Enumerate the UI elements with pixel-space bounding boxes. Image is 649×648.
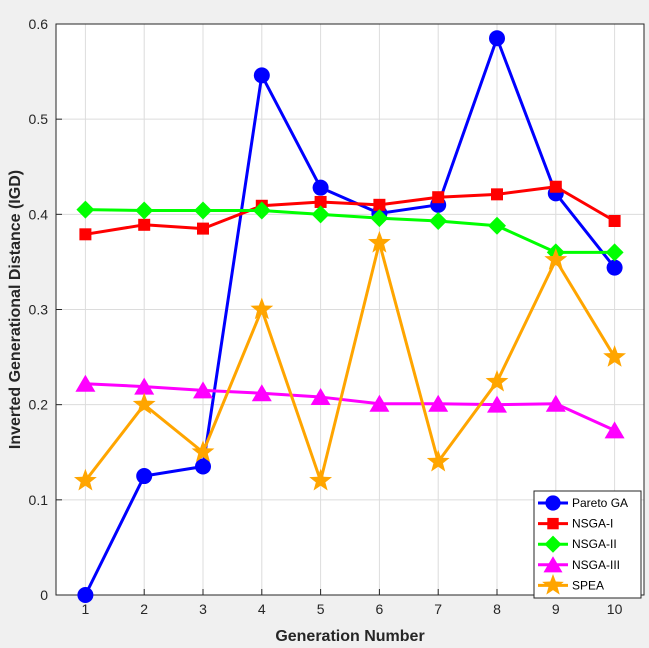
data-point-spea [426,449,450,472]
data-point-spea [485,369,509,392]
data-point-nsga-iii [545,394,566,412]
series-nsga-ii [76,200,624,262]
x-tick-label: 2 [140,601,148,617]
data-point-nsga-i [197,222,209,235]
data-point-spea [544,248,568,270]
y-tick-label: 0.4 [29,206,49,222]
series-line-nsga-i [85,185,616,236]
legend-marker-nsga-i [547,517,559,530]
data-point-nsga-i [549,180,562,193]
x-tick-label: 10 [607,601,623,617]
legend[interactable]: Pareto GA NSGA-I NSGA-II NSGA-III SPEA [533,490,642,599]
data-point-nsga-iii [428,394,449,412]
data-point-nsga-ii [605,243,624,262]
data-point-spea [309,468,333,491]
legend-label-pareto-ga: Pareto GA [572,496,628,510]
series-line-nsga-ii [85,208,615,254]
ticks: 1 2 3 4 5 6 7 8 9 10 0 0.1 0.2 0.3 0.4 0.5 0.6 [29,16,623,617]
data-point-pareto-ga [195,458,211,475]
x-tick-label: 6 [376,601,384,617]
legend-item-nsga-iii[interactable]: NSGA-III [538,556,620,573]
y-tick-label: 0.6 [29,16,49,32]
y-tick-label: 0.5 [29,111,49,127]
data-point-nsga-ii [311,205,330,224]
x-tick-label: 8 [493,601,501,617]
x-axis-title: Generation Number [275,628,424,645]
data-point-nsga-iii [369,394,390,412]
legend-label-spea: SPEA [572,578,604,592]
legend-label-nsga-iii: NSGA-III [572,558,620,572]
data-point-pareto-ga [606,259,623,276]
legend-marker-nsga-ii [544,535,562,553]
series-line-nsga-iii [85,382,616,432]
data-point-spea [603,345,627,367]
data-point-pareto-ga [77,587,94,603]
data-point-spea [250,297,274,320]
y-tick-label: 0.2 [29,397,49,413]
legend-label-nsga-i: NSGA-I [572,517,613,531]
data-point-pareto-ga [253,67,270,84]
x-tick-label: 4 [258,601,266,617]
data-point-pareto-ga [136,468,153,485]
x-tick-label: 1 [82,601,90,617]
x-tick-label: 5 [317,601,325,617]
data-point-nsga-iii [75,374,96,392]
data-point-nsga-ii [135,201,154,220]
data-point-nsga-iii [604,421,625,439]
data-point-spea [73,468,97,491]
data-point-spea [367,230,391,253]
x-tick-label: 7 [434,601,442,617]
data-point-nsga-i [138,218,151,231]
legend-item-nsga-i[interactable]: NSGA-I [538,517,613,531]
data-point-nsga-ii [76,200,95,219]
y-tick-label: 0 [40,587,48,603]
x-tick-label: 9 [552,601,560,617]
data-point-nsga-ii [429,211,448,230]
data-point-nsga-i [608,214,621,227]
legend-item-pareto-ga[interactable]: Pareto GA [538,495,628,511]
data-point-nsga-iii [310,388,331,406]
data-point-pareto-ga [489,30,505,47]
series [73,30,627,603]
legend-marker-pareto-ga [545,495,561,511]
data-point-nsga-iii [251,384,272,402]
data-point-nsga-ii [194,201,212,220]
data-point-nsga-i [373,198,386,211]
legend-item-nsga-ii[interactable]: NSGA-II [538,535,617,553]
legend-item-spea[interactable]: SPEA [538,574,604,595]
y-axis-title: Inverted Generational Distance (IGD) [7,170,24,449]
data-point-nsga-i [314,195,327,208]
series-line-pareto-ga [84,36,616,596]
data-point-nsga-iii [487,395,507,413]
data-point-spea [191,440,215,462]
legend-marker-nsga-iii [543,556,563,573]
series-nsga-iii [75,374,625,439]
data-point-nsga-i [79,228,92,241]
data-point-nsga-ii [370,209,389,228]
x-tick-label: 3 [199,601,207,617]
data-point-nsga-iii [193,381,213,399]
data-point-nsga-i [491,188,503,201]
y-tick-label: 0.3 [29,302,49,318]
data-point-spea [132,392,156,415]
data-point-nsga-i [432,191,445,204]
data-point-nsga-ii [488,216,506,235]
series-line-spea [84,241,616,483]
data-point-nsga-iii [134,377,155,395]
data-point-nsga-ii [252,201,271,220]
legend-label-nsga-ii: NSGA-II [572,537,617,551]
series-nsga-i [79,180,621,241]
y-tick-label: 0.1 [29,492,49,508]
series-spea [73,230,627,491]
legend-marker-spea [542,574,564,595]
data-point-pareto-ga [312,179,329,196]
